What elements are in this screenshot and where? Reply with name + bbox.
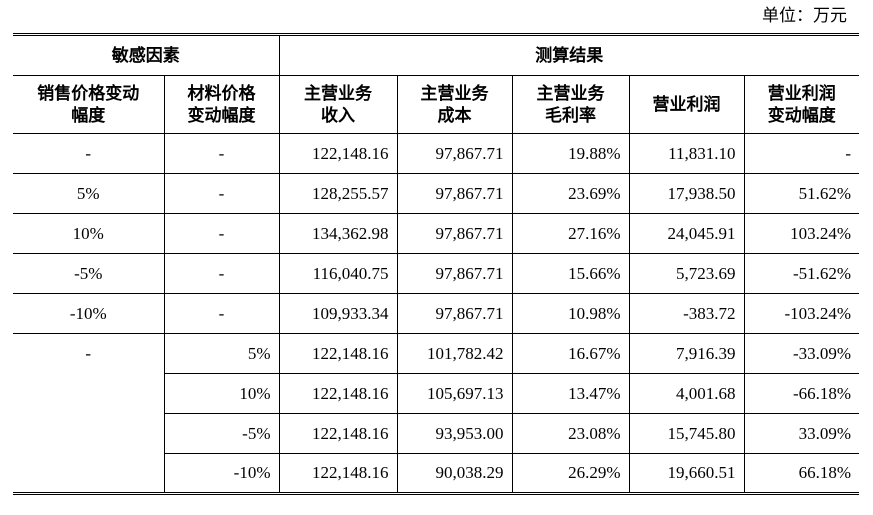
table-cell: 128,255.57 xyxy=(278,173,398,214)
table-cell: - xyxy=(163,213,280,254)
table-row: -5% 122,148.16 101,782.42 16.67% 7,916.39 -33… xyxy=(13,333,860,374)
table-cell: 5,723.69 xyxy=(628,253,745,294)
column-header-line: 材料价格 xyxy=(187,83,256,104)
table-row: - -122,148.16 97,867.71 19.88% 11,831.10- xyxy=(13,133,860,174)
table-cell: - xyxy=(13,133,165,174)
column-header: 材料价格 变动幅度 xyxy=(163,75,280,134)
table-cell: 134,362.98 xyxy=(278,213,398,254)
table-row: 5% -128,255.57 97,867.71 23.69% 17,938.50 51.… xyxy=(13,173,860,214)
table-cell: 15,745.80 xyxy=(628,413,745,454)
table-cell: -5% xyxy=(13,253,165,294)
table-cell: -10% xyxy=(13,293,165,334)
column-header: 主营业务 毛利率 xyxy=(511,75,630,134)
table-row: 10% -134,362.98 97,867.71 27.16% 24,045.91 10… xyxy=(13,213,860,254)
table-cell: -66.18% xyxy=(743,373,860,414)
table-cell: 122,148.16 xyxy=(278,373,398,414)
column-header-line: 变动幅度 xyxy=(767,105,836,126)
table-cell: 103.24% xyxy=(743,213,860,254)
table-cell: -33.09% xyxy=(743,333,860,374)
table-cell xyxy=(13,413,165,454)
column-header-line: 销售价格变动 xyxy=(37,83,140,104)
column-header-line: 成本 xyxy=(437,105,472,126)
table-cell: 97,867.71 xyxy=(396,293,513,334)
group-header-sensitivity-factors: 敏感因素 xyxy=(13,34,280,76)
table-cell: 97,867.71 xyxy=(396,213,513,254)
table-cell: 116,040.75 xyxy=(278,253,398,294)
table-cell: 97,867.71 xyxy=(396,173,513,214)
table-cell: 17,938.50 xyxy=(628,173,745,214)
column-header-line: 变动幅度 xyxy=(187,105,256,126)
table-cell: 5% xyxy=(163,333,280,374)
table-cell: 7,916.39 xyxy=(628,333,745,374)
column-header-line: 幅度 xyxy=(71,105,106,126)
column-header-line: 收入 xyxy=(321,105,355,126)
table-cell: -103.24% xyxy=(743,293,860,334)
table-cell: 5% xyxy=(13,173,165,214)
table-cell: 93,953.00 xyxy=(396,413,513,454)
table-cell: 122,148.16 xyxy=(278,333,398,374)
table-cell: 122,148.16 xyxy=(278,413,398,454)
table-cell: 26.29% xyxy=(511,453,630,494)
column-header: 主营业务 收入 xyxy=(278,75,398,134)
column-header: 主营业务 成本 xyxy=(396,75,513,134)
column-header: 营业利润 变动幅度 xyxy=(743,75,860,134)
table-cell: 16.67% xyxy=(511,333,630,374)
table-cell: 4,001.68 xyxy=(628,373,745,414)
table-cell: 122,148.16 xyxy=(278,133,398,174)
table-body: - -122,148.16 97,867.71 19.88% 11,831.10-5% -… xyxy=(13,133,860,494)
table-cell: 19.88% xyxy=(511,133,630,174)
table-cell: 97,867.71 xyxy=(396,253,513,294)
column-header-line: 主营业务 xyxy=(536,83,605,104)
table-cell: 15.66% xyxy=(511,253,630,294)
column-header: 营业利润 xyxy=(628,75,745,134)
table-cell: 23.08% xyxy=(511,413,630,454)
table-cell: - xyxy=(163,173,280,214)
table-cell: 23.69% xyxy=(511,173,630,214)
unit-label: 单位：万元 xyxy=(762,6,847,26)
table-cell: - xyxy=(743,133,860,174)
table-cell: 10.98% xyxy=(511,293,630,334)
table-cell: 105,697.13 xyxy=(396,373,513,414)
table-cell: - xyxy=(163,293,280,334)
table-cell: 13.47% xyxy=(511,373,630,414)
column-header-line: 主营业务 xyxy=(420,83,489,104)
table-cell: 101,782.42 xyxy=(396,333,513,374)
table-cell: 90,038.29 xyxy=(396,453,513,494)
table-cell: - xyxy=(163,133,280,174)
table-cell: 10% xyxy=(163,373,280,414)
sensitivity-table: 敏感因素 测算结果 销售价格变动 幅度 材料价格 变动幅度 主营业务 收入 主营业务 成本 主营… xyxy=(13,33,860,495)
column-header-line: 毛利率 xyxy=(545,105,596,126)
table-cell: 33.09% xyxy=(743,413,860,454)
table-row: 10% 122,148.16 105,697.13 13.47% 4,001.68 -66… xyxy=(13,373,860,414)
column-header-line: 主营业务 xyxy=(304,83,372,104)
table-row: -10% -109,933.34 97,867.71 10.98% -383.72 -10… xyxy=(13,293,860,334)
table-row: -10% 122,148.16 90,038.29 26.29% 19,660.51 66… xyxy=(13,453,860,494)
table-cell: 11,831.10 xyxy=(628,133,745,174)
table-row: -5% 122,148.16 93,953.00 23.08% 15,745.80 33.… xyxy=(13,413,860,454)
table-cell xyxy=(13,373,165,414)
table-cell: 51.62% xyxy=(743,173,860,214)
table-row: -5% -116,040.75 97,867.71 15.66% 5,723.69 -51… xyxy=(13,253,860,294)
table-cell: -10% xyxy=(163,453,280,494)
group-header-row: 敏感因素 测算结果 xyxy=(13,34,860,76)
table-cell: -51.62% xyxy=(743,253,860,294)
table-cell: 10% xyxy=(13,213,165,254)
column-header-line: 营业利润 xyxy=(767,83,836,104)
table-cell: 97,867.71 xyxy=(396,133,513,174)
column-header-row: 销售价格变动 幅度 材料价格 变动幅度 主营业务 收入 主营业务 成本 主营业务 毛利率 营业利润营… xyxy=(13,75,860,134)
table-cell: -383.72 xyxy=(628,293,745,334)
table-cell: - xyxy=(163,253,280,294)
column-header: 销售价格变动 幅度 xyxy=(13,75,165,134)
column-header-line: 营业利润 xyxy=(652,94,721,115)
table-cell: -5% xyxy=(163,413,280,454)
table-cell: 109,933.34 xyxy=(278,293,398,334)
group-header-results: 测算结果 xyxy=(278,34,860,76)
table-cell: - xyxy=(13,333,165,374)
table-cell xyxy=(13,453,165,494)
table-cell: 27.16% xyxy=(511,213,630,254)
table-cell: 66.18% xyxy=(743,453,860,494)
table-cell: 19,660.51 xyxy=(628,453,745,494)
table-cell: 24,045.91 xyxy=(628,213,745,254)
table-cell: 122,148.16 xyxy=(278,453,398,494)
